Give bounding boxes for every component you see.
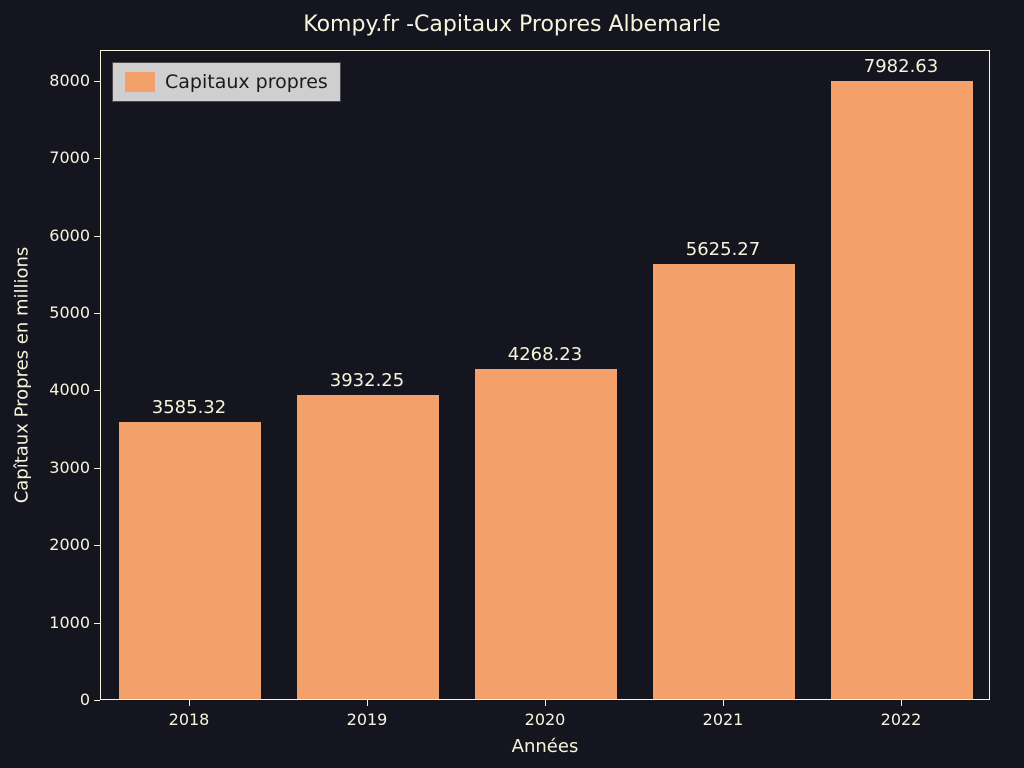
- bar-value-label: 5625.27: [686, 239, 760, 260]
- legend-swatch: [125, 72, 155, 92]
- x-tick: [189, 700, 190, 706]
- y-tick: [94, 623, 100, 624]
- y-tick-label: 8000: [49, 71, 90, 90]
- plot-area: [100, 50, 990, 700]
- bar: [831, 81, 973, 699]
- bar: [475, 369, 617, 699]
- bar: [653, 264, 795, 699]
- y-tick: [94, 236, 100, 237]
- y-tick: [94, 390, 100, 391]
- bar-chart: Kompy.fr -Capitaux Propres Albemarle Cap…: [0, 0, 1024, 768]
- y-tick: [94, 545, 100, 546]
- x-tick-label: 2020: [505, 710, 585, 729]
- y-tick-label: 4000: [49, 380, 90, 399]
- bar-value-label: 4268.23: [508, 344, 582, 365]
- y-axis-label: Capîtaux Propres en millions: [12, 247, 33, 504]
- chart-legend: Capitaux propres: [112, 62, 341, 102]
- y-tick-label: 1000: [49, 613, 90, 632]
- chart-title: Kompy.fr -Capitaux Propres Albemarle: [0, 12, 1024, 37]
- x-tick: [723, 700, 724, 706]
- y-tick-label: 3000: [49, 458, 90, 477]
- y-tick-label: 7000: [49, 148, 90, 167]
- bar: [119, 422, 261, 699]
- x-tick-label: 2021: [683, 710, 763, 729]
- x-tick-label: 2019: [327, 710, 407, 729]
- bar: [297, 395, 439, 699]
- y-tick: [94, 313, 100, 314]
- bar-value-label: 3932.25: [330, 370, 404, 391]
- x-tick: [901, 700, 902, 706]
- y-tick: [94, 81, 100, 82]
- y-tick-label: 0: [80, 690, 90, 709]
- y-tick: [94, 700, 100, 701]
- x-tick-label: 2022: [861, 710, 941, 729]
- x-tick-label: 2018: [149, 710, 229, 729]
- bar-value-label: 7982.63: [864, 56, 938, 77]
- y-tick-label: 6000: [49, 226, 90, 245]
- y-tick-label: 5000: [49, 303, 90, 322]
- y-tick-label: 2000: [49, 535, 90, 554]
- x-tick: [367, 700, 368, 706]
- y-tick: [94, 468, 100, 469]
- legend-label: Capitaux propres: [165, 71, 328, 93]
- x-tick: [545, 700, 546, 706]
- y-tick: [94, 158, 100, 159]
- bar-value-label: 3585.32: [152, 397, 226, 418]
- x-axis-label: Années: [100, 736, 990, 757]
